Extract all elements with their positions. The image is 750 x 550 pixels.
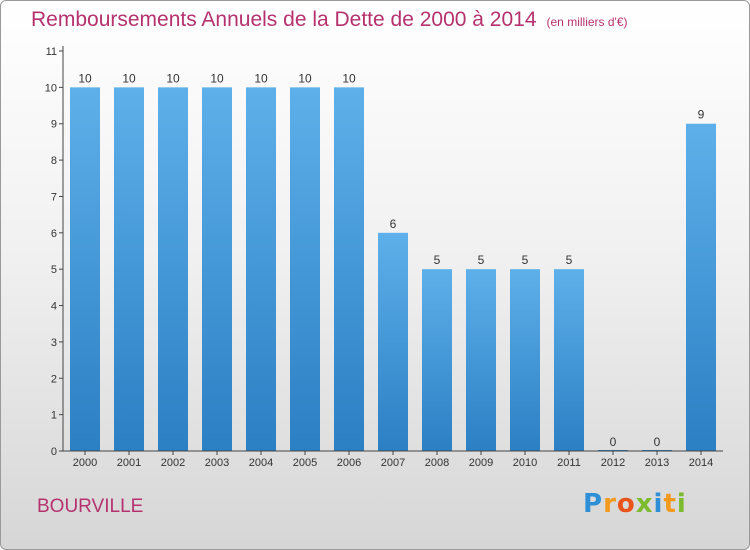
x-tick-label: 2003 — [205, 457, 229, 469]
x-tick-label: 2007 — [381, 457, 405, 469]
y-tick-label: 9 — [51, 119, 57, 131]
bar-2008 — [422, 269, 452, 451]
data-label: 10 — [122, 71, 136, 85]
y-tick-label: 3 — [51, 337, 57, 349]
bar-2003 — [202, 87, 232, 451]
data-label: 0 — [610, 435, 617, 449]
y-tick-label: 10 — [45, 82, 57, 94]
bars-group: 10 10 10 10 10 10 10 6 5 5 5 5 0 0 9 — [70, 71, 716, 452]
data-label: 5 — [434, 253, 441, 267]
chart-unit: (en milliers d'€) — [546, 15, 628, 29]
data-label: 5 — [478, 253, 485, 267]
bar-2001 — [114, 87, 144, 451]
x-tick-label: 2002 — [161, 457, 185, 469]
y-tick-label: 11 — [46, 46, 57, 58]
chart-title-text: Remboursements Annuels de la Dette de 20… — [31, 8, 537, 31]
x-tick-label: 2001 — [117, 457, 141, 469]
data-label: 9 — [698, 108, 705, 122]
commune-name: BOURVILLE — [37, 496, 144, 517]
y-tick-label: 4 — [51, 301, 57, 313]
axes-group: 2000 2001 2002 2003 2004 2005 2006 2007 2008 2009… — [45, 46, 723, 469]
bar-2006 — [334, 87, 364, 451]
logo-letter: t — [663, 489, 677, 519]
x-tick-label: 2010 — [513, 457, 537, 469]
bar-2002 — [158, 87, 188, 451]
bar-2009 — [466, 269, 496, 451]
bar-2014 — [686, 123, 716, 452]
data-label: 10 — [78, 71, 92, 85]
x-tick-label: 2009 — [469, 457, 493, 469]
x-tick-label: 2014 — [689, 457, 713, 469]
y-tick-label: 6 — [51, 228, 57, 240]
y-tick-label: 5 — [51, 264, 57, 276]
data-label: 10 — [298, 71, 312, 85]
x-tick-label: 2012 — [601, 457, 625, 469]
x-tick-label: 2013 — [645, 457, 669, 469]
x-tick-label: 2006 — [337, 457, 361, 469]
data-label: 10 — [254, 71, 268, 85]
data-label: 10 — [210, 71, 224, 85]
data-label: 6 — [390, 217, 397, 231]
bar-2007 — [378, 232, 408, 451]
logo-letter: x — [635, 489, 654, 519]
bar-2005 — [290, 87, 320, 451]
data-label: 5 — [566, 253, 573, 267]
chart-title: Remboursements Annuels de la Dette de 20… — [31, 8, 628, 32]
bar-2000 — [70, 87, 100, 451]
logo-letter: i — [676, 489, 687, 519]
y-tick-label: 8 — [51, 155, 57, 167]
logo-letter: r — [603, 489, 617, 519]
data-label: 10 — [342, 71, 356, 85]
bar-2010 — [510, 269, 540, 451]
bar-2004 — [246, 87, 276, 451]
logo-letter: o — [616, 489, 636, 519]
logo-letter: P — [583, 489, 604, 519]
y-tick-label: 1 — [51, 410, 57, 422]
data-label: 5 — [522, 253, 529, 267]
bar-2011 — [554, 269, 584, 451]
y-tick-label: 0 — [51, 446, 57, 458]
x-tick-label: 2008 — [425, 457, 449, 469]
x-tick-label: 2005 — [293, 457, 317, 469]
proxiti-logo: Proxiti — [583, 489, 687, 519]
data-label: 10 — [166, 71, 180, 85]
data-label: 0 — [654, 435, 661, 449]
x-tick-label: 2000 — [73, 457, 97, 469]
y-tick-label: 2 — [51, 373, 57, 385]
x-tick-label: 2004 — [249, 457, 273, 469]
logo-letter: i — [653, 489, 664, 519]
y-tick-label: 7 — [51, 191, 57, 203]
x-tick-label: 2011 — [557, 457, 581, 469]
